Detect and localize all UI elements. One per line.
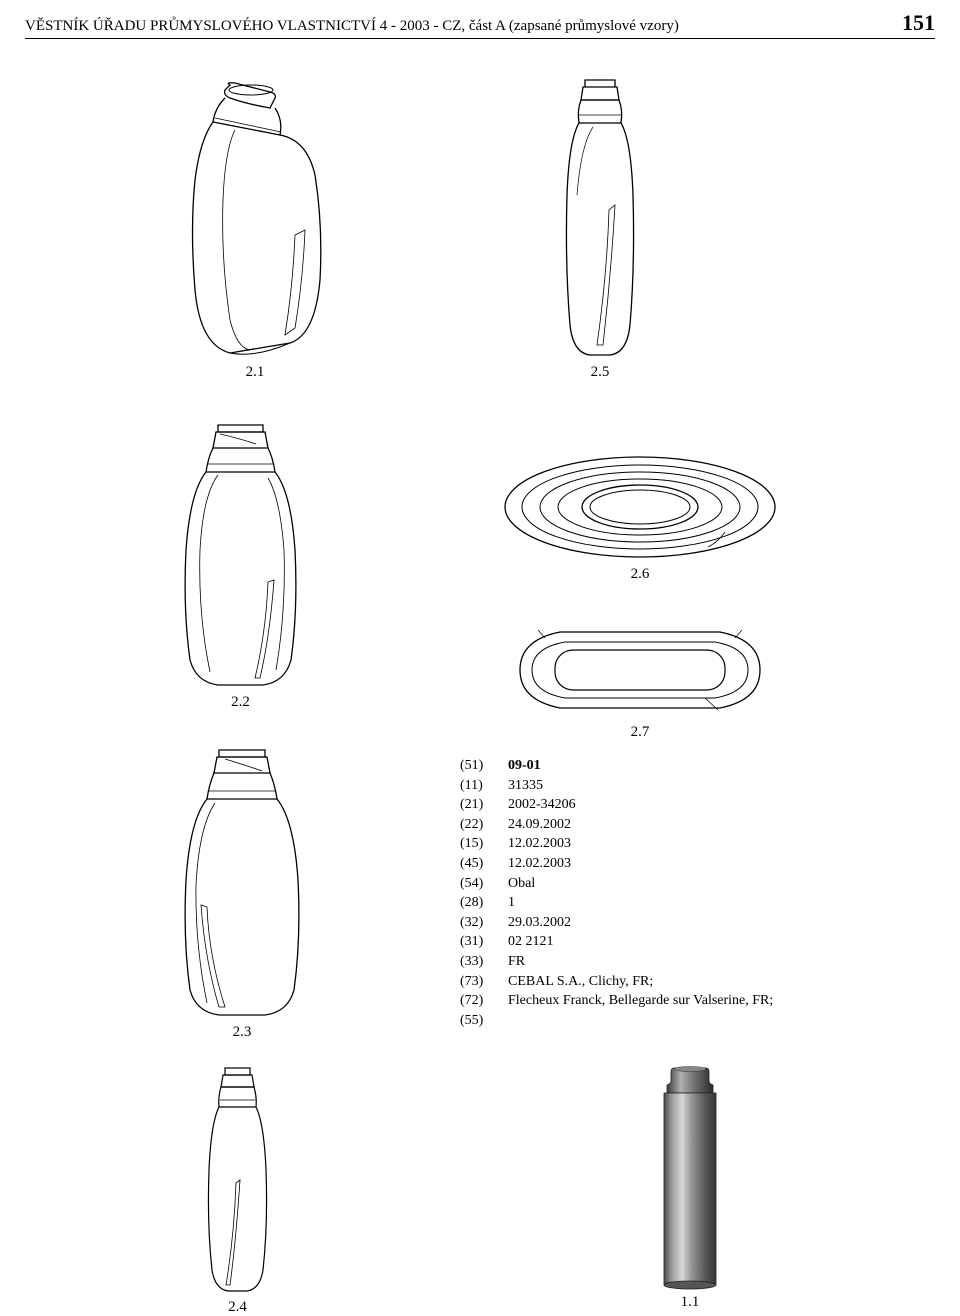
figure-2-3: 2.3 — [177, 745, 307, 1041]
biblio-row: (22)24.09.2002 — [460, 815, 773, 835]
biblio-row: (31)02 2121 — [460, 932, 773, 952]
biblio-value: Flecheux Franck, Bellegarde sur Valserin… — [508, 991, 773, 1011]
page-header: VĚSTNÍK ÚŘADU PRŮMYSLOVÉHO VLASTNICTVÍ 4… — [25, 10, 935, 39]
figure-label: 2.4 — [200, 1299, 275, 1316]
tube-side-icon — [555, 75, 645, 360]
figure-2-2: 2.2 — [178, 420, 303, 711]
bibliographic-data: (51)09-01 (11)31335 (21)2002-34206 (22)2… — [460, 756, 773, 1030]
biblio-row: (55) — [460, 1011, 773, 1031]
header-title: VĚSTNÍK ÚŘADU PRŮMYSLOVÉHO VLASTNICTVÍ 4… — [25, 18, 679, 35]
figure-2-5: 2.5 — [555, 75, 645, 381]
figure-2-6: 2.6 — [500, 452, 780, 583]
biblio-row: (33)FR — [460, 952, 773, 972]
figure-label: 2.1 — [175, 364, 335, 381]
biblio-code: (51) — [460, 756, 508, 776]
biblio-value: CEBAL S.A., Clichy, FR; — [508, 972, 653, 992]
biblio-value: 31335 — [508, 776, 543, 796]
biblio-value: 29.03.2002 — [508, 913, 571, 933]
bottle-perspective-icon — [175, 80, 335, 360]
biblio-code: (72) — [460, 991, 508, 1011]
biblio-row: (28)1 — [460, 893, 773, 913]
biblio-code: (22) — [460, 815, 508, 835]
biblio-row: (32)29.03.2002 — [460, 913, 773, 933]
biblio-value: 09-01 — [508, 756, 541, 776]
biblio-value: 12.02.2003 — [508, 854, 571, 874]
biblio-row: (11)31335 — [460, 776, 773, 796]
biblio-value: 12.02.2003 — [508, 834, 571, 854]
biblio-row: (51)09-01 — [460, 756, 773, 776]
biblio-code: (45) — [460, 854, 508, 874]
figure-label: 1.1 — [650, 1294, 730, 1311]
bottle-back-icon — [177, 745, 307, 1020]
biblio-code: (73) — [460, 972, 508, 992]
figure-label: 2.6 — [500, 566, 780, 583]
biblio-value: 2002-34206 — [508, 795, 576, 815]
bottle-front-icon — [178, 420, 303, 690]
tube-narrow-icon — [200, 1065, 275, 1295]
figure-1-1: 1.1 — [650, 1065, 730, 1311]
biblio-code: (21) — [460, 795, 508, 815]
biblio-row: (54)Obal — [460, 874, 773, 894]
biblio-code: (15) — [460, 834, 508, 854]
biblio-value: 02 2121 — [508, 932, 554, 952]
biblio-row: (72)Flecheux Franck, Bellegarde sur Vals… — [460, 991, 773, 1011]
biblio-code: (11) — [460, 776, 508, 796]
biblio-code: (28) — [460, 893, 508, 913]
biblio-row: (45)12.02.2003 — [460, 854, 773, 874]
page-number: 151 — [902, 10, 935, 36]
biblio-code: (54) — [460, 874, 508, 894]
figure-label: 2.7 — [500, 724, 780, 741]
figure-2-7: 2.7 — [500, 620, 780, 741]
biblio-code: (32) — [460, 913, 508, 933]
biblio-value: 24.09.2002 — [508, 815, 571, 835]
biblio-value: Obal — [508, 874, 535, 894]
oval-top-icon — [500, 452, 780, 562]
figure-label: 2.5 — [555, 364, 645, 381]
biblio-value: FR — [508, 952, 525, 972]
figure-label: 2.2 — [178, 694, 303, 711]
biblio-code: (33) — [460, 952, 508, 972]
figure-2-1: 2.1 — [175, 80, 335, 381]
biblio-row: (73)CEBAL S.A., Clichy, FR; — [460, 972, 773, 992]
figure-label: 2.3 — [177, 1024, 307, 1041]
cylinder-render-icon — [650, 1065, 730, 1290]
biblio-row: (15)12.02.2003 — [460, 834, 773, 854]
biblio-code: (31) — [460, 932, 508, 952]
biblio-row: (21)2002-34206 — [460, 795, 773, 815]
oval-bottom-icon — [500, 620, 780, 720]
biblio-code: (55) — [460, 1011, 508, 1031]
biblio-value: 1 — [508, 893, 515, 913]
figure-2-4: 2.4 — [200, 1065, 275, 1316]
